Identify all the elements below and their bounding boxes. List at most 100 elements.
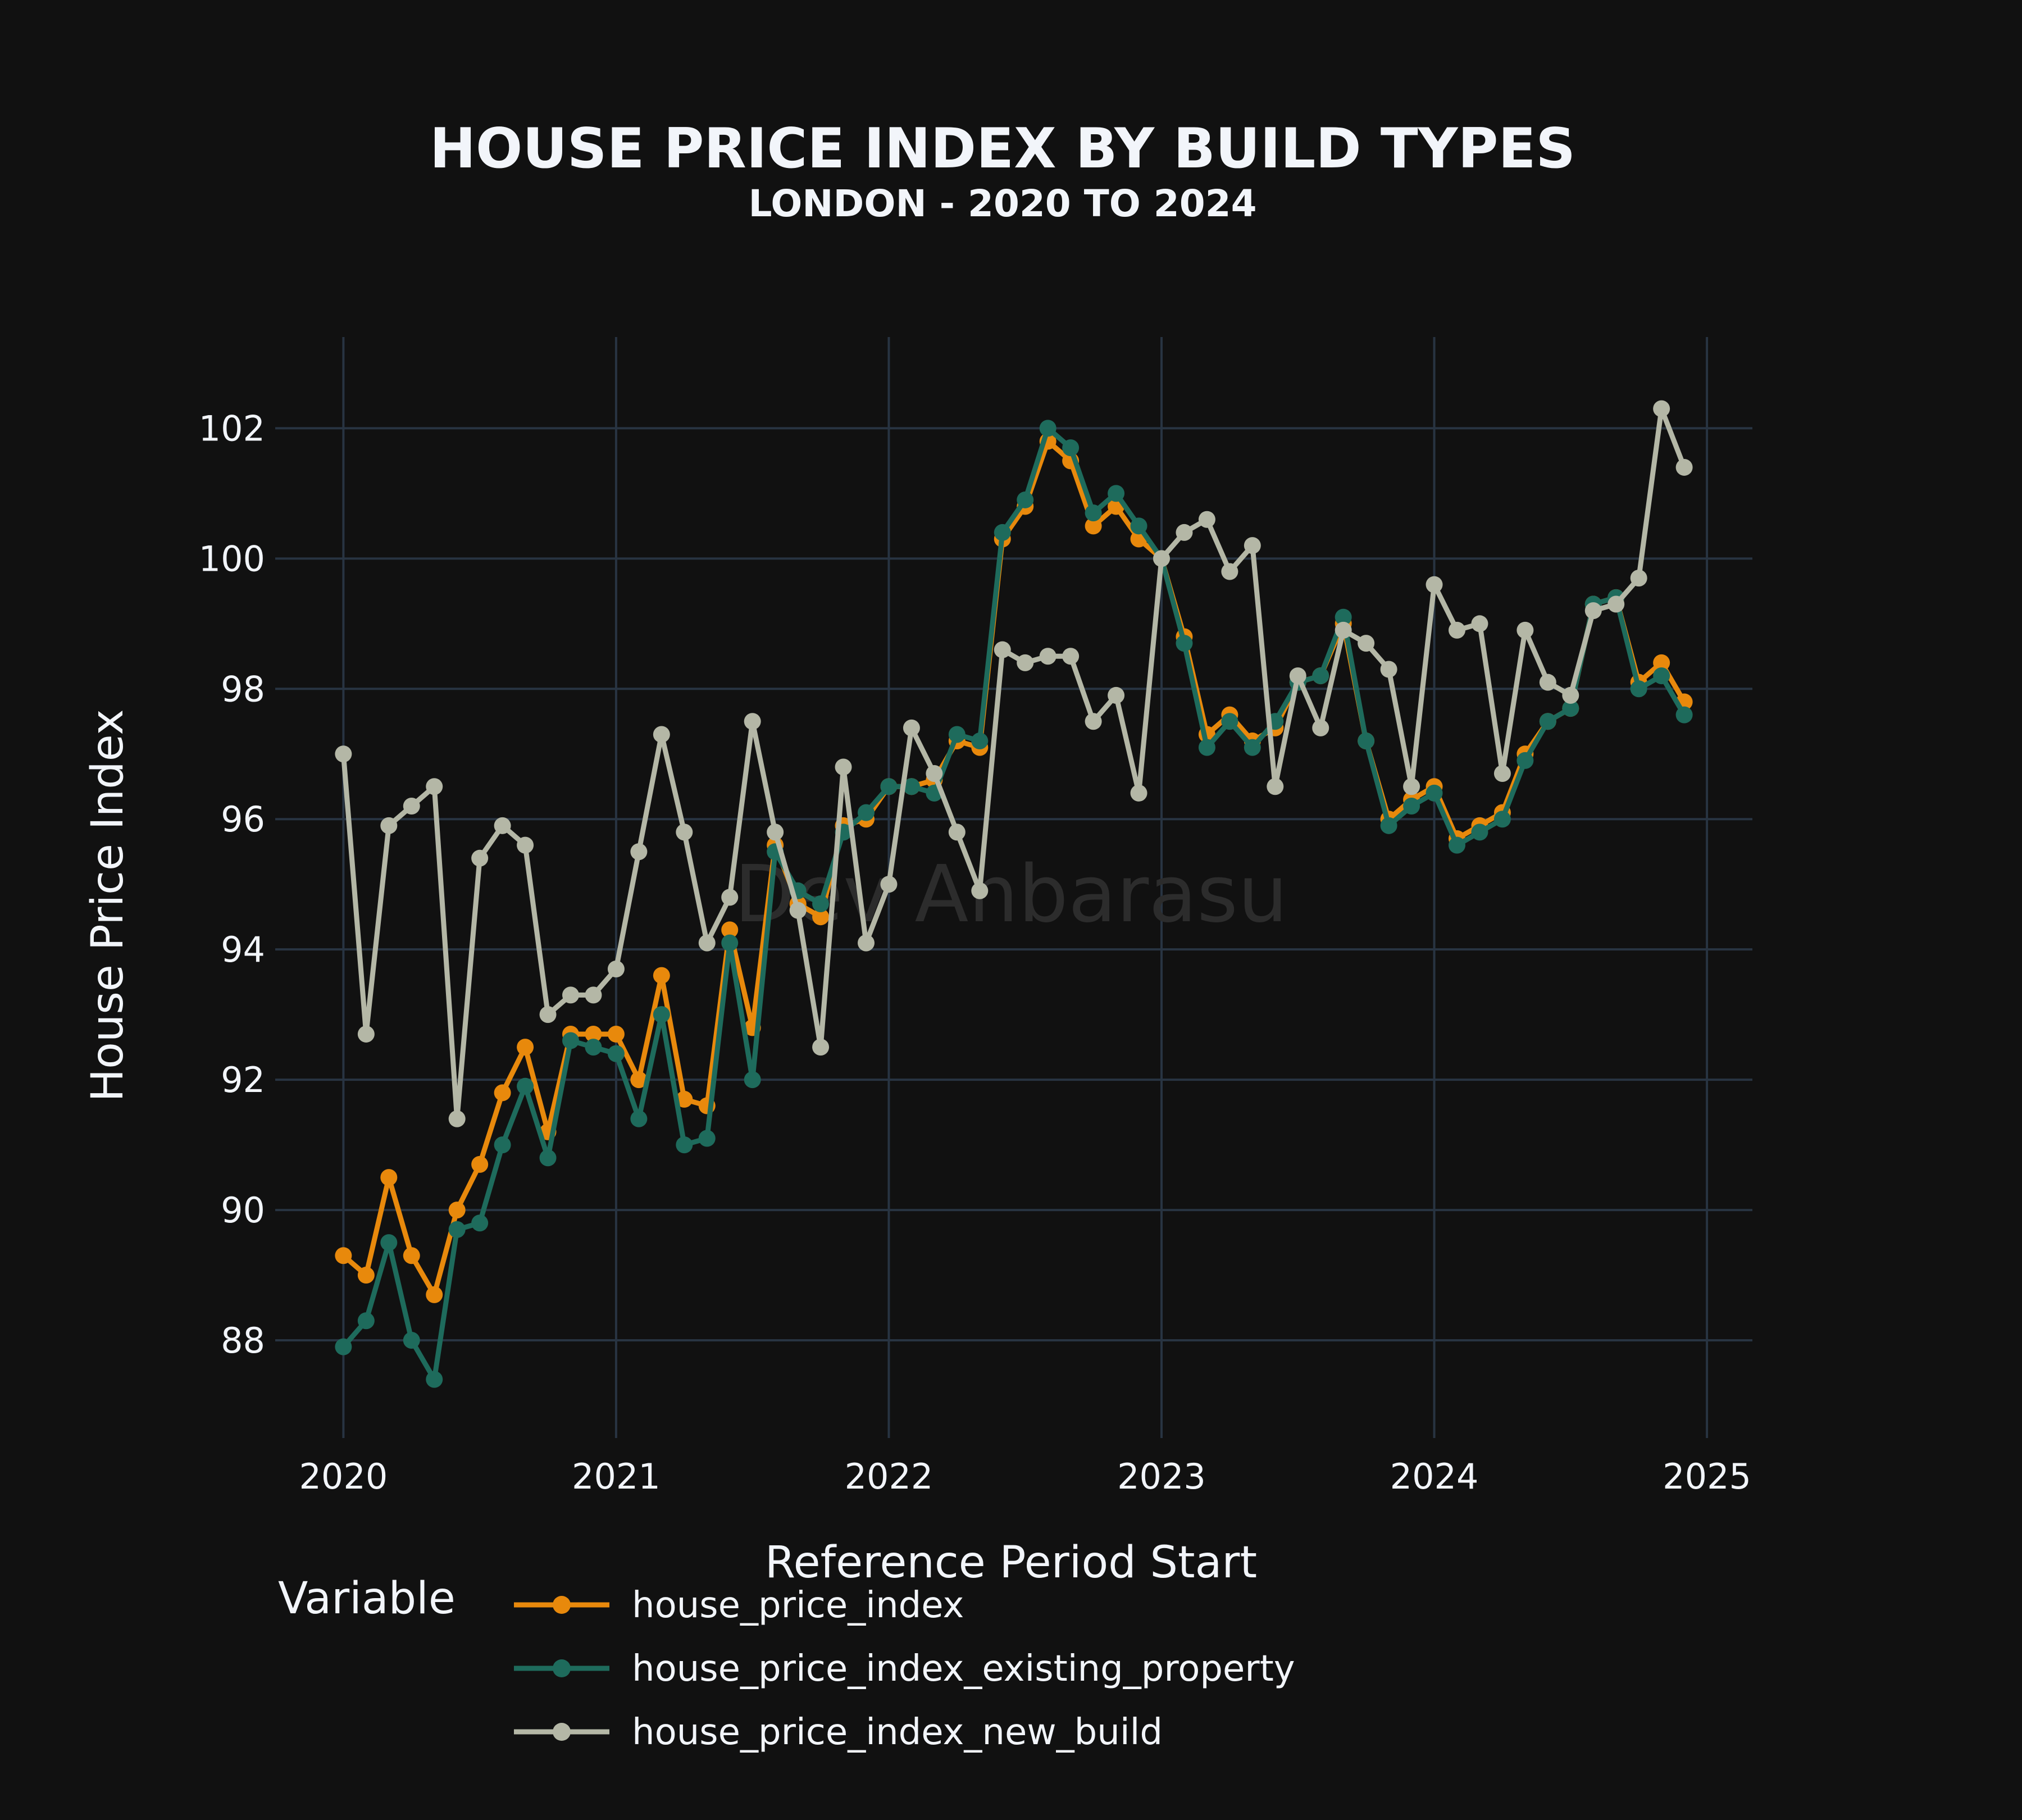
legend-label: house_price_index_existing_property (632, 1648, 1295, 1690)
y-tick-label: 102 (199, 408, 265, 449)
data-point (1039, 420, 1056, 437)
data-point (653, 1006, 670, 1023)
data-point (1539, 713, 1556, 730)
y-tick-labels: 88 90 92 94 96 98 100 102 (199, 408, 265, 1361)
data-point (835, 758, 852, 776)
x-tick-label: 2020 (299, 1456, 388, 1497)
data-point (1176, 524, 1193, 541)
data-point (1085, 517, 1102, 535)
data-point (1493, 765, 1511, 782)
data-point (426, 1286, 443, 1303)
data-point (1493, 811, 1511, 828)
data-point (1449, 621, 1465, 639)
data-point (471, 1214, 489, 1232)
data-point (1244, 537, 1261, 554)
data-point (1653, 400, 1670, 417)
data-point (494, 1084, 511, 1102)
data-point (1130, 517, 1147, 535)
data-point (1267, 778, 1284, 795)
x-axis-label: Reference Period Start (765, 1537, 1257, 1588)
data-point (1653, 654, 1670, 671)
data-point (471, 1155, 489, 1173)
data-point (721, 934, 739, 952)
data-point (1335, 621, 1352, 639)
data-point (1153, 550, 1170, 567)
data-point (1403, 798, 1420, 815)
x-tick-labels: 2020 2021 2022 2023 2024 2025 (299, 1456, 1751, 1497)
legend-swatch-marker (553, 1723, 571, 1741)
data-point (880, 778, 898, 795)
data-point (721, 889, 739, 906)
data-point (1198, 511, 1215, 528)
legend-swatch-marker (553, 1596, 571, 1614)
data-point (880, 876, 898, 893)
data-point (585, 986, 602, 1004)
x-tick-label: 2021 (572, 1456, 661, 1497)
legend-label: house_price_index_new_build (632, 1712, 1163, 1753)
y-tick-label: 92 (221, 1059, 265, 1100)
y-axis-label: House Price Index (83, 709, 133, 1102)
data-point (1130, 784, 1147, 802)
data-point (585, 1025, 602, 1043)
data-point (630, 843, 648, 861)
data-point (1358, 635, 1375, 652)
data-point (971, 732, 989, 750)
data-point (426, 778, 443, 795)
data-point (1516, 621, 1534, 639)
data-point (653, 726, 670, 743)
data-point (357, 1267, 375, 1284)
data-point (676, 823, 693, 841)
data-point (448, 1110, 466, 1127)
data-point (471, 849, 489, 867)
data-point (994, 524, 1011, 541)
data-point (1085, 713, 1102, 730)
data-point (448, 1221, 466, 1238)
data-point (357, 1312, 375, 1330)
data-point (517, 1077, 534, 1095)
data-point (607, 960, 625, 977)
legend-item: house_price_index_new_build (514, 1712, 1163, 1753)
data-point (1289, 667, 1306, 685)
data-point (698, 934, 716, 952)
data-point (1198, 739, 1215, 756)
data-point (903, 778, 920, 795)
data-point (653, 967, 670, 984)
data-point (1562, 700, 1579, 717)
legend-item: house_price_index_existing_property (514, 1648, 1295, 1690)
data-point (948, 726, 966, 743)
data-point (1358, 732, 1375, 750)
data-point (1017, 491, 1034, 508)
data-point (1335, 608, 1352, 626)
data-point (1085, 504, 1102, 522)
data-point (448, 1202, 466, 1219)
data-point (403, 798, 420, 815)
data-point (426, 1371, 443, 1388)
y-tick-label: 100 (199, 538, 265, 579)
chart-subtitle: LONDON - 2020 TO 2024 (749, 182, 1257, 225)
data-point (1426, 784, 1443, 802)
data-point (744, 1071, 761, 1089)
data-point (1653, 667, 1670, 685)
data-point (858, 804, 875, 821)
data-point (1516, 752, 1534, 769)
data-point (1221, 713, 1238, 730)
data-point (494, 1136, 511, 1154)
data-point (1403, 778, 1420, 795)
legend-swatch-marker (553, 1659, 571, 1677)
data-point (812, 1039, 830, 1056)
data-point (380, 1169, 398, 1186)
data-point (380, 1234, 398, 1252)
data-point (1380, 817, 1397, 834)
chart-title: HOUSE PRICE INDEX BY BUILD TYPES (430, 117, 1575, 181)
data-point (744, 713, 761, 730)
y-tick-label: 98 (221, 668, 265, 709)
data-point (1675, 458, 1693, 476)
data-point (1675, 706, 1693, 724)
data-point (812, 908, 830, 926)
series-house_price_index_new_build (335, 400, 1693, 1127)
data-point (403, 1247, 420, 1264)
y-tick-label: 94 (221, 929, 265, 970)
data-point (585, 1039, 602, 1056)
